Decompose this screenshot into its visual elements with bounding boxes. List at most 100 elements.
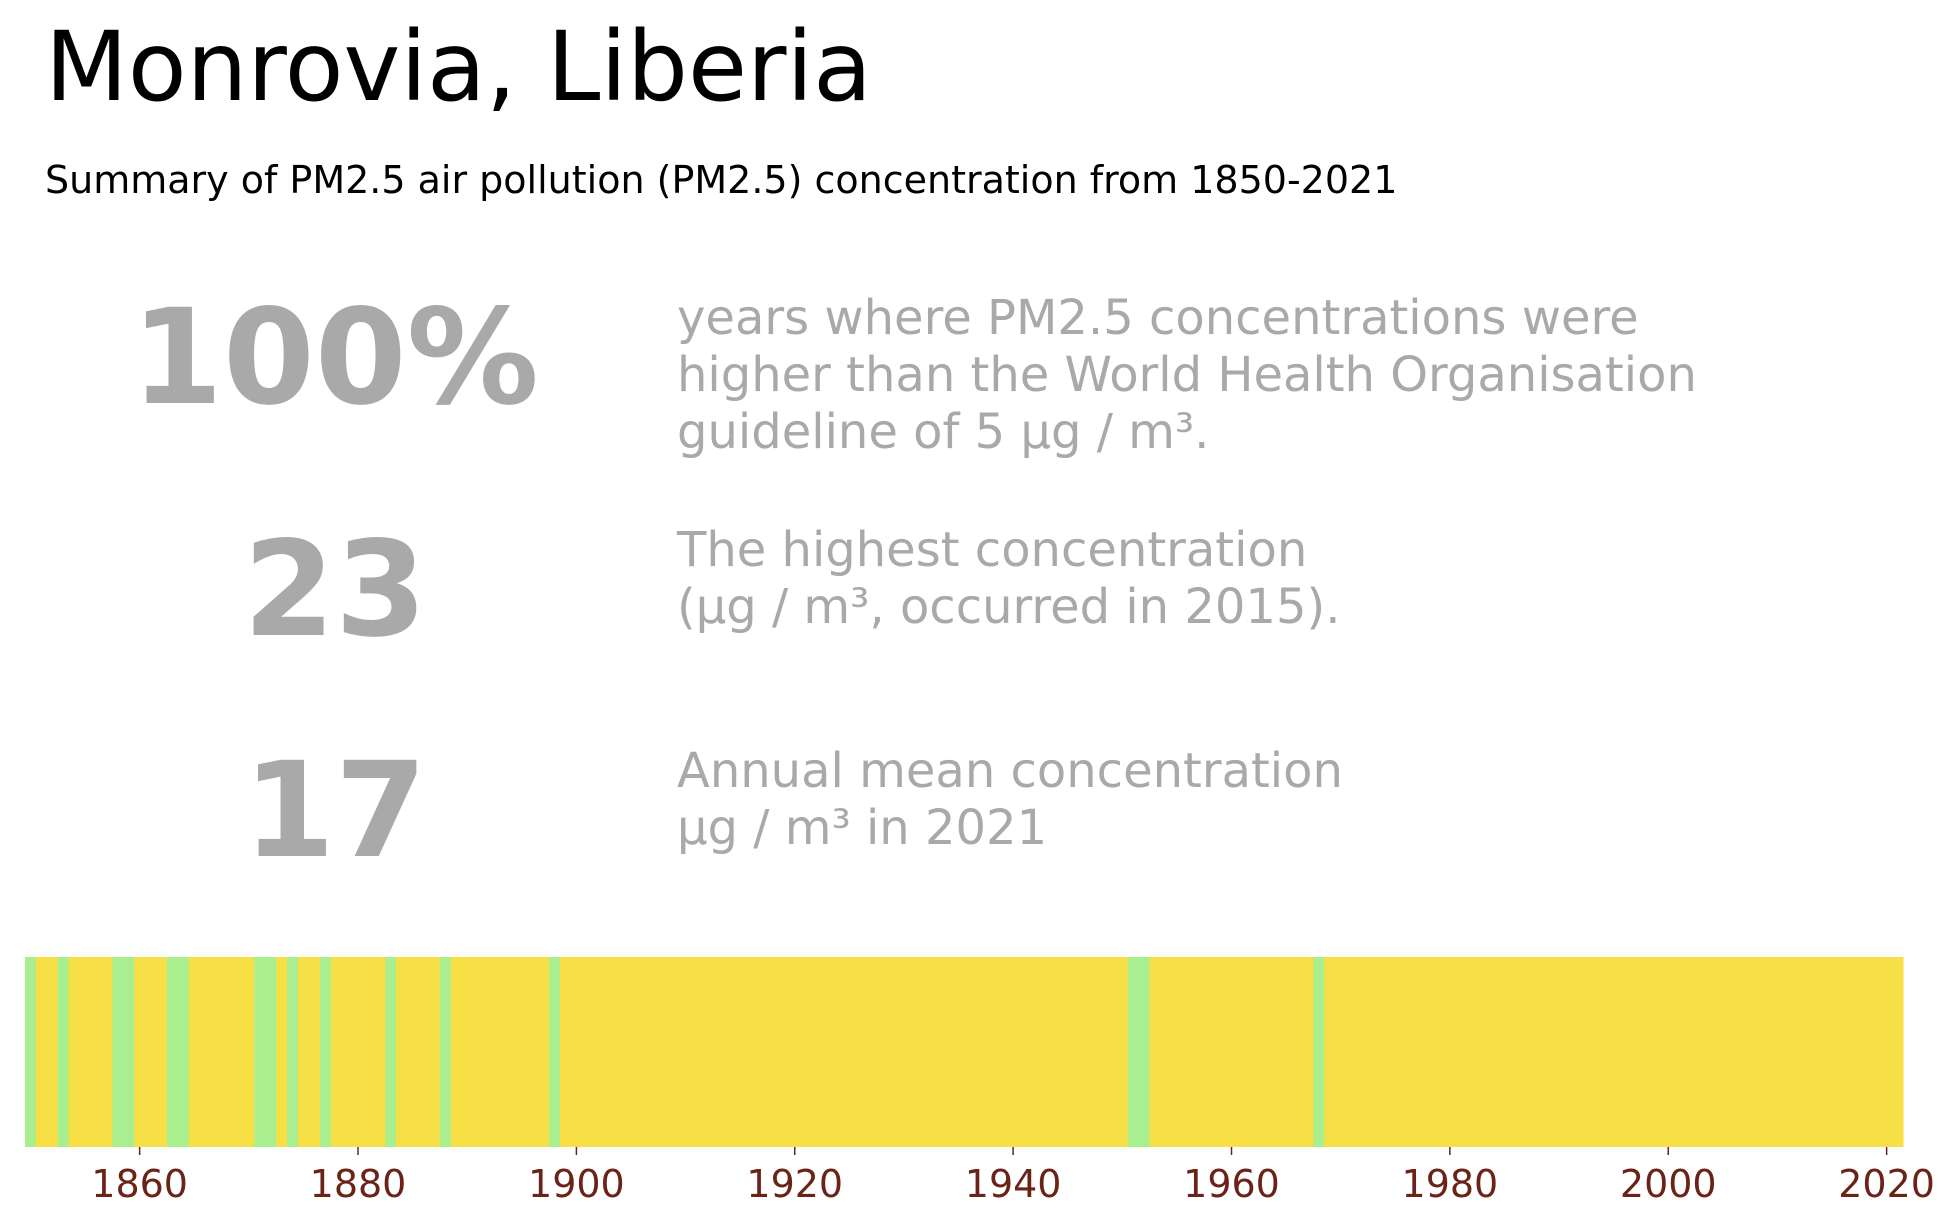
stripe-2010 xyxy=(1771,957,1784,1147)
stat-percent-above-guideline: 100% xyxy=(131,281,539,435)
stripe-1998 xyxy=(1640,957,1653,1147)
stripe-1864 xyxy=(177,957,190,1147)
stripe-1919 xyxy=(778,957,790,1147)
x-tick-label-2020: 2020 xyxy=(1838,1162,1935,1206)
stat-highest-description: The highest concentration (µg / m³, occu… xyxy=(677,522,1341,635)
stripe-1867 xyxy=(210,957,223,1147)
stripe-1907 xyxy=(647,957,659,1147)
stripe-1879 xyxy=(341,957,354,1147)
x-tick-label-2000: 2000 xyxy=(1620,1162,1717,1206)
stripe-2009 xyxy=(1761,957,1773,1147)
stripe-1884 xyxy=(396,957,408,1147)
stripe-1897 xyxy=(538,957,550,1147)
stripe-1861 xyxy=(145,957,157,1147)
page-title: Monrovia, Liberia xyxy=(45,11,872,123)
stripe-1955 xyxy=(1171,957,1183,1147)
stripe-1858 xyxy=(112,957,124,1147)
stripe-1950 xyxy=(1116,957,1129,1147)
stripe-2013 xyxy=(1804,957,1817,1147)
stripe-1978 xyxy=(1422,957,1435,1147)
stripe-1916 xyxy=(745,957,758,1147)
stripe-1856 xyxy=(90,957,103,1147)
stripe-1926 xyxy=(854,957,867,1147)
stripe-1869 xyxy=(232,957,244,1147)
stripe-1877 xyxy=(319,957,332,1147)
stripe-1905 xyxy=(625,957,638,1147)
stripe-1850 xyxy=(25,957,37,1147)
stripe-1977 xyxy=(1411,957,1424,1147)
stripe-1936 xyxy=(964,957,976,1147)
stripe-1993 xyxy=(1586,957,1598,1147)
stripe-1956 xyxy=(1182,957,1194,1147)
stripe-1900 xyxy=(570,957,583,1147)
x-tick-label-1860: 1860 xyxy=(91,1162,188,1206)
stripe-1862 xyxy=(156,957,168,1147)
stripe-1938 xyxy=(985,957,998,1147)
stripe-1947 xyxy=(1084,957,1096,1147)
stripe-1901 xyxy=(581,957,594,1147)
x-tick-label-1940: 1940 xyxy=(965,1162,1062,1206)
stripe-1930 xyxy=(898,957,911,1147)
stripe-1928 xyxy=(876,957,889,1147)
stripe-1892 xyxy=(483,957,496,1147)
stripe-1878 xyxy=(330,957,343,1147)
stripe-1870 xyxy=(243,957,255,1147)
stripe-1983 xyxy=(1477,957,1489,1147)
stripe-1997 xyxy=(1630,957,1642,1147)
stripe-1949 xyxy=(1105,957,1118,1147)
stripe-2014 xyxy=(1815,957,1828,1147)
stripe-1960 xyxy=(1226,957,1238,1147)
stripe-1988 xyxy=(1531,957,1544,1147)
stripe-1893 xyxy=(494,957,507,1147)
stripe-1952 xyxy=(1138,957,1151,1147)
stripe-1873 xyxy=(276,957,288,1147)
stripe-1927 xyxy=(865,957,878,1147)
stripe-1944 xyxy=(1051,957,1063,1147)
stripe-1962 xyxy=(1247,957,1260,1147)
stripe-1984 xyxy=(1488,957,1500,1147)
stripe-1851 xyxy=(35,957,48,1147)
stripe-1964 xyxy=(1269,957,1282,1147)
stripe-2017 xyxy=(1848,957,1860,1147)
stripe-1871 xyxy=(254,957,266,1147)
x-tick-label-1880: 1880 xyxy=(310,1162,407,1206)
stripe-1991 xyxy=(1564,957,1577,1147)
stripe-1959 xyxy=(1215,957,1227,1147)
stripe-1990 xyxy=(1553,957,1566,1147)
stripe-2005 xyxy=(1717,957,1729,1147)
stripe-2021 xyxy=(1892,957,1904,1147)
stripe-1937 xyxy=(974,957,987,1147)
stripe-1915 xyxy=(734,957,747,1147)
stripe-1882 xyxy=(374,957,386,1147)
stripe-1958 xyxy=(1204,957,1216,1147)
stripe-1996 xyxy=(1619,957,1631,1147)
stripe-1972 xyxy=(1357,957,1369,1147)
stripe-1985 xyxy=(1499,957,1511,1147)
stripe-1875 xyxy=(297,957,310,1147)
stripe-1975 xyxy=(1389,957,1402,1147)
stripe-1853 xyxy=(57,957,70,1147)
stripe-1876 xyxy=(308,957,321,1147)
stripe-2011 xyxy=(1782,957,1795,1147)
stripe-2020 xyxy=(1881,957,1893,1147)
stripe-1917 xyxy=(756,957,769,1147)
stripe-1896 xyxy=(527,957,539,1147)
stripe-1934 xyxy=(942,957,954,1147)
stripe-2019 xyxy=(1870,957,1882,1147)
x-tick-label-1980: 1980 xyxy=(1402,1162,1499,1206)
stripe-1863 xyxy=(166,957,179,1147)
stripe-1922 xyxy=(811,957,823,1147)
stripe-1890 xyxy=(461,957,474,1147)
stripe-1963 xyxy=(1258,957,1271,1147)
stat-annual-mean-description: Annual mean concentration µg / m³ in 202… xyxy=(677,743,1343,856)
stripe-1857 xyxy=(101,957,113,1147)
stripe-1924 xyxy=(832,957,845,1147)
stripe-1965 xyxy=(1280,957,1293,1147)
stripe-2012 xyxy=(1793,957,1806,1147)
stripe-2002 xyxy=(1684,957,1697,1147)
stripe-1979 xyxy=(1433,957,1446,1147)
stripe-1908 xyxy=(658,957,670,1147)
stripe-1921 xyxy=(800,957,812,1147)
stripe-1940 xyxy=(1007,957,1020,1147)
